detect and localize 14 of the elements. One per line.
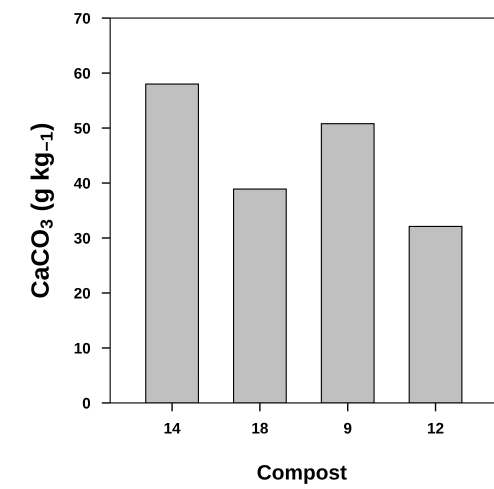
y-tick-label: 20 <box>74 288 90 299</box>
y-tick-label: 30 <box>74 232 90 244</box>
y-tick-label: 10 <box>74 342 90 354</box>
x-tick-label: 12 <box>428 422 444 434</box>
y-tick-label: 0 <box>82 398 90 409</box>
y-tick-label: 40 <box>74 178 90 189</box>
y-tick-label: 50 <box>74 122 90 134</box>
y-axis-title: CaCO$_{3}$ (g kg$_{−1}$) <box>30 124 54 298</box>
y-tick-label: 60 <box>74 68 90 79</box>
y-tick-label: 70 <box>74 12 90 24</box>
x-tick-label: 14 <box>164 422 180 434</box>
x-tick-label: 18 <box>252 422 268 434</box>
x-axis-title: Compost <box>258 464 347 484</box>
x-tick-label: 9 <box>344 422 352 434</box>
